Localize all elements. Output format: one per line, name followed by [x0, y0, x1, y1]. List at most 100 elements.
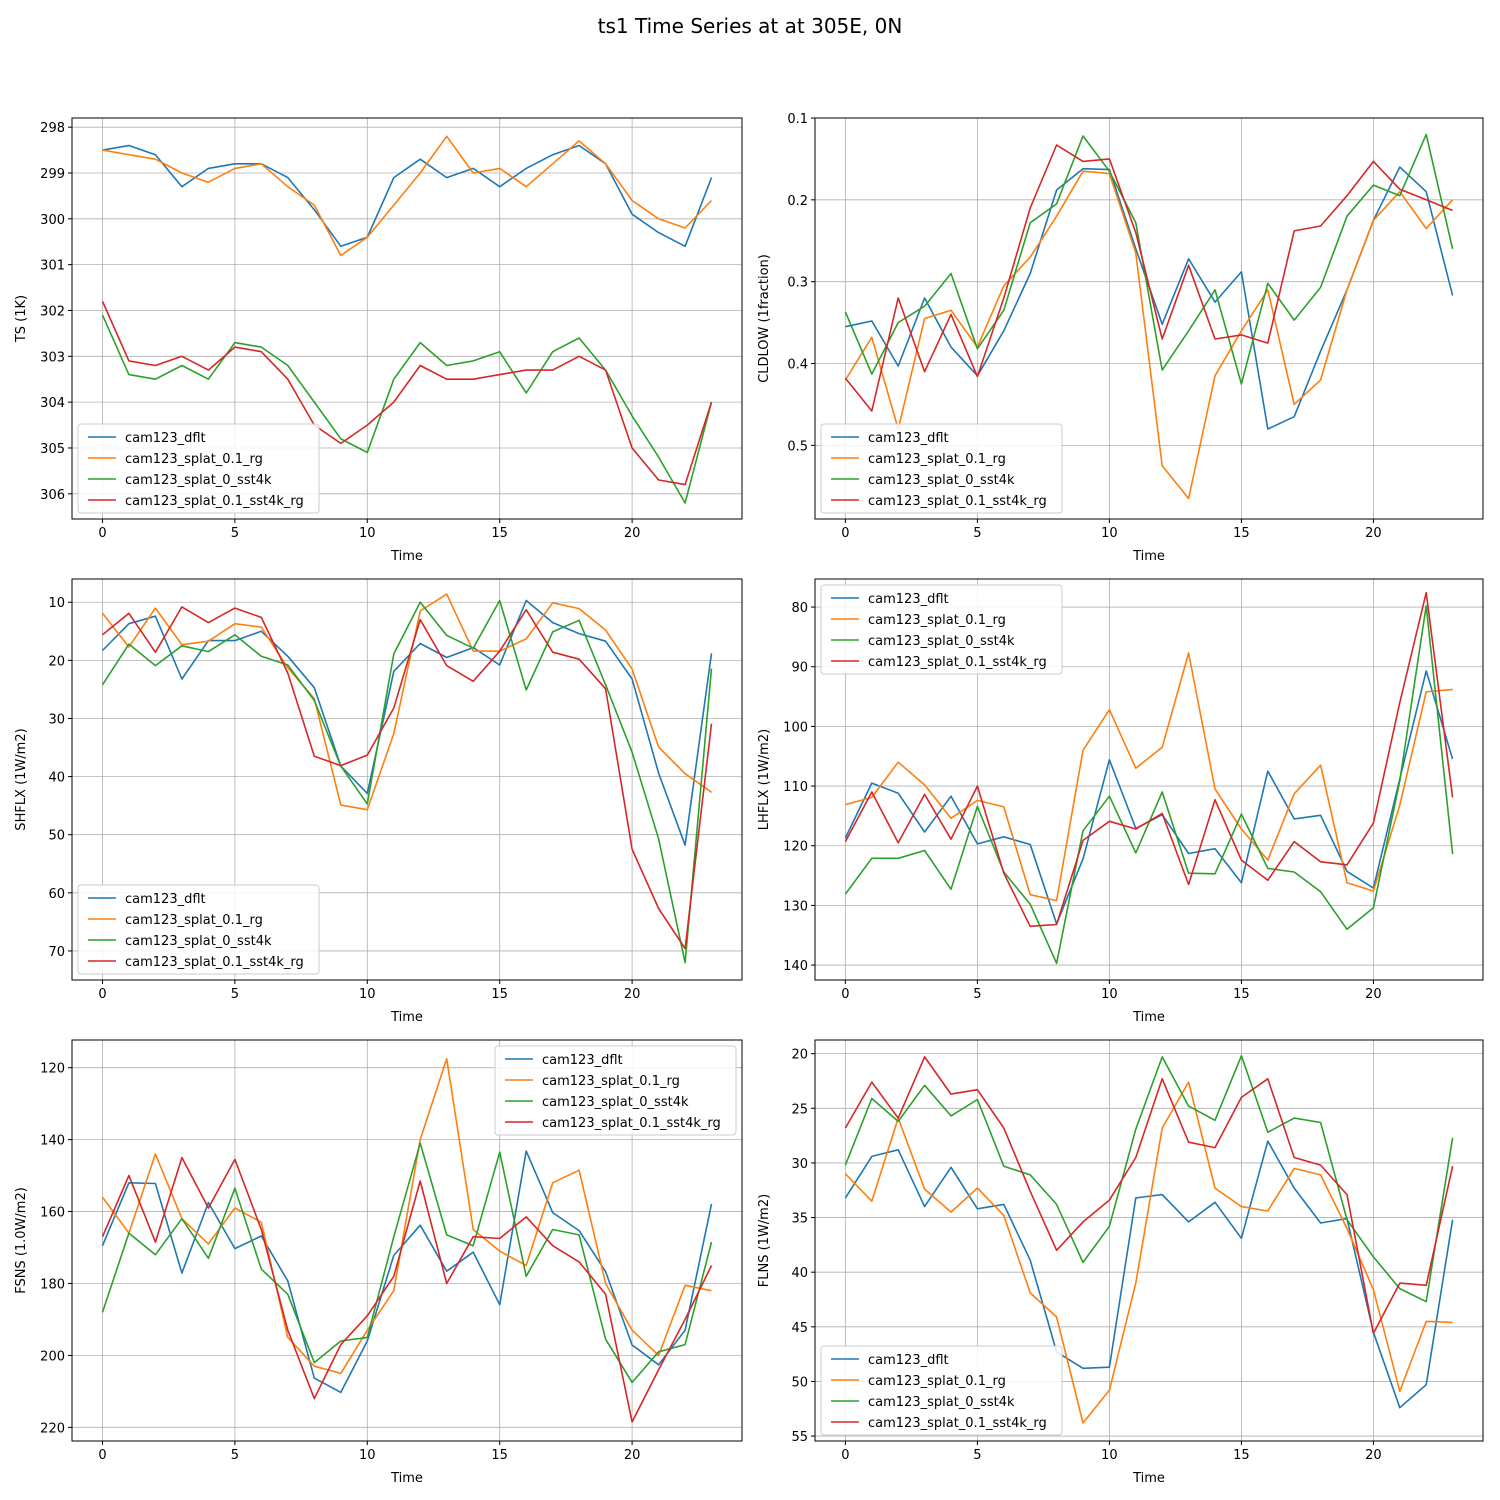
y-tick-label: 301 — [40, 259, 65, 274]
y-tick-label: 55 — [791, 1430, 808, 1445]
y-tick-label: 220 — [40, 1421, 65, 1436]
y-tick-label: 35 — [791, 1212, 808, 1227]
x-axis-label: Time — [1132, 549, 1165, 564]
series-line-cam123-splat-0-1-rg — [101, 593, 712, 811]
y-tick-label: 130 — [783, 899, 808, 914]
x-tick-label: 5 — [973, 1448, 981, 1463]
legend: cam123_dflt cam123_splat_0.1_rg cam123_spl… — [820, 423, 1063, 514]
x-axis-label: Time — [1132, 1010, 1165, 1025]
legend: cam123_dflt cam123_splat_0.1_rg cam123_spl… — [820, 1345, 1063, 1436]
legend-entry-label: cam123_splat_0.1_rg — [125, 452, 263, 467]
legend-entry-label: cam123_dflt — [125, 892, 206, 907]
y-tick-label: 90 — [791, 661, 808, 676]
legend-frame — [494, 1045, 737, 1136]
x-axis-label: Time — [390, 1471, 423, 1486]
axes-frame — [814, 117, 1484, 520]
legend-frame — [820, 1345, 1063, 1436]
x-tick-label: 10 — [359, 526, 376, 541]
series-line-cam123-dflt — [102, 144, 713, 248]
axes-frame — [71, 578, 743, 981]
y-tick-label: 100 — [783, 720, 808, 735]
y-tick-label: 160 — [40, 1206, 65, 1221]
x-tick-label: 5 — [231, 526, 239, 541]
y-tick-label: 0.5 — [787, 439, 808, 454]
x-tick-label: 10 — [1101, 987, 1118, 1002]
y-tick-label: 120 — [783, 840, 808, 855]
legend-frame — [77, 423, 320, 514]
series-line-cam123-dflt — [101, 1150, 713, 1394]
y-tick-label: 305 — [40, 442, 65, 457]
y-tick-label: 110 — [783, 780, 808, 795]
y-tick-label: 25 — [791, 1102, 808, 1117]
x-tick-label: 20 — [1365, 987, 1382, 1002]
y-tick-label: 50 — [791, 1375, 808, 1390]
x-tick-label: 0 — [98, 1448, 106, 1463]
chart-panel-bottom-left: 0 5 10 15 20 120 140 160 180 200 220 Time FSNS (1.0W… — [14, 1039, 743, 1486]
y-tick-label: 30 — [791, 1157, 808, 1172]
x-tick-label: 5 — [973, 987, 981, 1002]
y-tick-label: 304 — [40, 396, 65, 411]
y-axis-label: TS (1K) — [14, 295, 29, 343]
figure-title: ts1 Time Series at at 305E, 0N — [597, 14, 903, 38]
legend-entry-label: cam123_splat_0_sst4k — [868, 1395, 1015, 1410]
series-line-cam123-splat-0-1-sst4k-rg — [101, 606, 713, 950]
x-tick-label: 15 — [1233, 987, 1250, 1002]
legend-entry-label: cam123_splat_0.1_sst4k_rg — [542, 1116, 721, 1131]
x-tick-label: 5 — [973, 526, 981, 541]
y-axis-label: LHFLX (1W/m2) — [757, 729, 772, 830]
series-line-cam123-splat-0-1-sst4k-rg — [101, 1156, 713, 1423]
x-tick-label: 0 — [841, 1448, 849, 1463]
series-line-cam123-splat-0-1-sst4k-rg — [101, 300, 713, 486]
legend: cam123_dflt cam123_splat_0.1_rg cam123_spl… — [77, 423, 320, 514]
y-tick-label: 300 — [40, 213, 65, 228]
legend-frame — [77, 884, 320, 975]
y-axis-label: FSNS (1.0W/m2) — [14, 1187, 29, 1294]
chart-panel-top-right: 0 5 10 15 20 0.1 0.2 0.3 0.4 0.5 Time CLDLOW (1frac… — [757, 112, 1484, 564]
legend-entry-label: cam123_dflt — [868, 1353, 949, 1368]
y-tick-label: 40 — [791, 1266, 808, 1281]
y-tick-label: 120 — [40, 1062, 65, 1077]
y-tick-label: 302 — [40, 304, 65, 319]
axes-frame — [814, 578, 1484, 981]
y-tick-label: 20 — [48, 654, 65, 669]
chart-panel-middle-left: 0 5 10 15 20 10 20 30 40 50 60 70 Time SHFLX (1W/m2) c… — [14, 578, 743, 1025]
legend-entry-label: cam123_dflt — [868, 431, 949, 446]
legend-entry-label: cam123_dflt — [125, 431, 206, 446]
legend-entry-label: cam123_dflt — [542, 1053, 623, 1068]
series-line-cam123-splat-0-1-rg — [844, 170, 1454, 500]
y-tick-label: 140 — [783, 959, 808, 974]
x-tick-label: 20 — [624, 1448, 641, 1463]
x-tick-label: 15 — [1233, 1448, 1250, 1463]
x-tick-label: 15 — [491, 1448, 508, 1463]
x-axis-label: Time — [1132, 1471, 1165, 1486]
y-axis-label: SHFLX (1W/m2) — [14, 728, 29, 830]
series-line-cam123-splat-0-sst4k — [101, 314, 713, 504]
x-tick-label: 10 — [1101, 526, 1118, 541]
y-axis-label: FLNS (1W/m2) — [757, 1194, 772, 1287]
legend-entry-label: cam123_splat_0.1_sst4k_rg — [868, 1416, 1047, 1431]
x-tick-label: 0 — [98, 526, 106, 541]
y-tick-label: 50 — [48, 829, 65, 844]
legend-entry-label: cam123_splat_0_sst4k — [125, 934, 272, 949]
legend-entry-label: cam123_splat_0_sst4k — [868, 634, 1015, 649]
x-tick-label: 0 — [841, 526, 849, 541]
y-tick-label: 0.4 — [787, 358, 808, 373]
y-tick-label: 299 — [40, 167, 65, 182]
y-tick-label: 40 — [48, 771, 65, 786]
y-axis-label: CLDLOW (1fraction) — [757, 254, 772, 383]
x-tick-label: 20 — [1365, 526, 1382, 541]
legend-entry-label: cam123_splat_0_sst4k — [125, 473, 272, 488]
y-tick-label: 20 — [791, 1048, 808, 1063]
y-tick-label: 200 — [40, 1349, 65, 1364]
y-tick-label: 0.2 — [787, 194, 808, 209]
x-tick-label: 20 — [624, 987, 641, 1002]
y-tick-label: 10 — [48, 596, 65, 611]
legend-entry-label: cam123_splat_0.1_rg — [542, 1074, 680, 1089]
y-tick-label: 45 — [791, 1321, 808, 1336]
y-tick-label: 303 — [40, 350, 65, 365]
series-line-cam123-splat-0-sst4k — [101, 1142, 713, 1384]
y-tick-label: 60 — [48, 887, 65, 902]
legend-frame — [820, 423, 1063, 514]
series-line-cam123-dflt — [101, 599, 713, 847]
